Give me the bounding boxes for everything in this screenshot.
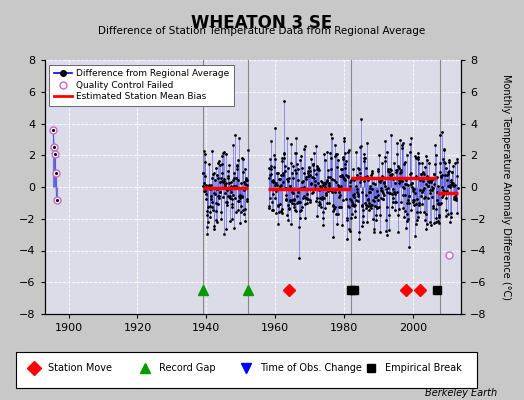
Text: WHEATON 3 SE: WHEATON 3 SE bbox=[191, 14, 333, 32]
Text: Station Move: Station Move bbox=[48, 363, 112, 373]
Legend: Difference from Regional Average, Quality Control Failed, Estimated Station Mean: Difference from Regional Average, Qualit… bbox=[49, 64, 234, 106]
Text: Berkeley Earth: Berkeley Earth bbox=[425, 388, 497, 398]
Y-axis label: Monthly Temperature Anomaly Difference (°C): Monthly Temperature Anomaly Difference (… bbox=[500, 74, 510, 300]
Text: Time of Obs. Change: Time of Obs. Change bbox=[260, 363, 362, 373]
Text: Empirical Break: Empirical Break bbox=[385, 363, 461, 373]
Text: Record Gap: Record Gap bbox=[159, 363, 215, 373]
FancyBboxPatch shape bbox=[16, 352, 477, 388]
Text: Difference of Station Temperature Data from Regional Average: Difference of Station Temperature Data f… bbox=[99, 26, 425, 36]
